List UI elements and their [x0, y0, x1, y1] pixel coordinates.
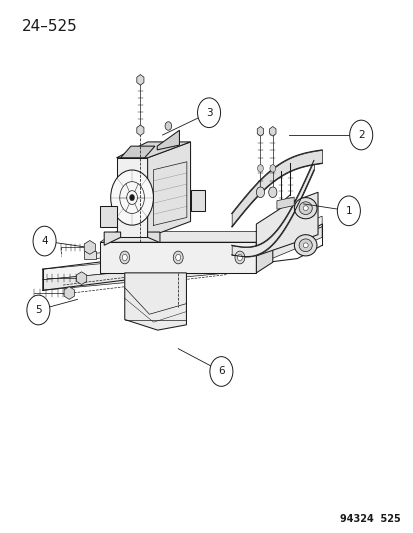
Text: 5: 5	[35, 305, 42, 315]
Text: 24–525: 24–525	[22, 19, 78, 34]
Circle shape	[27, 295, 50, 325]
Polygon shape	[64, 287, 74, 300]
Polygon shape	[43, 227, 321, 290]
Polygon shape	[147, 142, 190, 237]
Polygon shape	[256, 126, 263, 136]
Polygon shape	[96, 227, 268, 259]
Circle shape	[165, 122, 171, 130]
Circle shape	[256, 187, 264, 198]
Polygon shape	[247, 229, 260, 243]
Text: 2: 2	[357, 130, 363, 140]
Polygon shape	[43, 216, 321, 280]
Text: 6: 6	[218, 367, 224, 376]
Polygon shape	[256, 231, 272, 273]
Polygon shape	[100, 231, 272, 242]
Polygon shape	[124, 273, 186, 330]
Text: 94324  525: 94324 525	[339, 514, 399, 523]
Circle shape	[209, 357, 233, 386]
Circle shape	[33, 226, 56, 256]
Circle shape	[173, 251, 183, 264]
Polygon shape	[100, 242, 256, 273]
Ellipse shape	[294, 198, 316, 219]
Polygon shape	[84, 240, 95, 254]
Polygon shape	[104, 232, 120, 245]
Text: 1: 1	[345, 206, 351, 216]
Polygon shape	[116, 158, 147, 237]
Polygon shape	[276, 197, 294, 209]
Polygon shape	[190, 190, 204, 211]
Circle shape	[122, 254, 127, 261]
Circle shape	[129, 195, 134, 201]
Polygon shape	[83, 251, 96, 259]
Ellipse shape	[298, 239, 311, 252]
Polygon shape	[100, 206, 116, 227]
Ellipse shape	[298, 202, 311, 215]
Circle shape	[197, 98, 220, 127]
Circle shape	[235, 251, 244, 264]
Circle shape	[268, 187, 276, 198]
Circle shape	[176, 254, 180, 261]
Polygon shape	[120, 146, 154, 158]
Polygon shape	[157, 130, 179, 150]
Polygon shape	[76, 272, 86, 285]
Circle shape	[119, 251, 129, 264]
Polygon shape	[136, 75, 144, 85]
Polygon shape	[147, 232, 159, 243]
Circle shape	[269, 165, 275, 172]
Polygon shape	[136, 125, 144, 135]
Polygon shape	[269, 126, 275, 136]
Circle shape	[110, 170, 153, 225]
Ellipse shape	[302, 243, 307, 248]
Text: 3: 3	[205, 108, 212, 118]
Ellipse shape	[294, 235, 316, 256]
Ellipse shape	[302, 206, 307, 211]
Circle shape	[237, 254, 242, 261]
Circle shape	[349, 120, 372, 150]
Circle shape	[257, 165, 263, 172]
Polygon shape	[116, 142, 190, 158]
Text: 4: 4	[41, 236, 48, 246]
Polygon shape	[256, 192, 317, 256]
Circle shape	[337, 196, 359, 225]
